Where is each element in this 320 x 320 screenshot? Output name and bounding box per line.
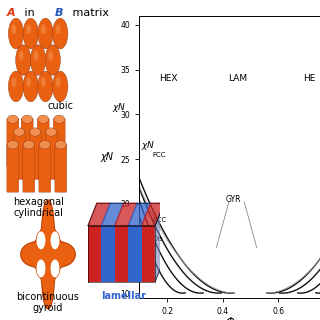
Circle shape xyxy=(51,231,60,249)
FancyBboxPatch shape xyxy=(39,144,51,192)
Text: in: in xyxy=(21,8,38,18)
FancyBboxPatch shape xyxy=(13,131,25,179)
Text: $\chi N$: $\chi N$ xyxy=(112,101,126,114)
Circle shape xyxy=(16,45,31,76)
Circle shape xyxy=(36,231,45,249)
FancyBboxPatch shape xyxy=(7,118,19,166)
Polygon shape xyxy=(155,203,164,282)
Circle shape xyxy=(23,18,38,49)
Text: hexagonal
cylindrical: hexagonal cylindrical xyxy=(13,197,64,218)
Circle shape xyxy=(12,77,16,87)
Ellipse shape xyxy=(14,128,25,136)
Bar xyxy=(115,226,128,282)
Circle shape xyxy=(26,77,31,87)
Y-axis label: χN: χN xyxy=(100,152,113,162)
Circle shape xyxy=(36,260,45,277)
Ellipse shape xyxy=(46,128,57,136)
Text: FCC: FCC xyxy=(153,152,166,157)
Ellipse shape xyxy=(54,115,65,123)
Text: $\chi N$: $\chi N$ xyxy=(141,139,155,152)
Text: LAM: LAM xyxy=(228,74,247,83)
Text: B: B xyxy=(54,8,63,18)
FancyBboxPatch shape xyxy=(29,131,41,179)
Circle shape xyxy=(23,71,38,102)
FancyBboxPatch shape xyxy=(23,144,35,192)
Text: GYR: GYR xyxy=(226,195,242,204)
Polygon shape xyxy=(128,203,151,226)
FancyBboxPatch shape xyxy=(21,118,33,166)
FancyBboxPatch shape xyxy=(37,118,49,166)
Text: BCC: BCC xyxy=(153,217,167,223)
Circle shape xyxy=(41,77,46,87)
FancyBboxPatch shape xyxy=(53,118,65,166)
Text: Dis: Dis xyxy=(153,236,164,243)
Ellipse shape xyxy=(7,141,18,149)
Ellipse shape xyxy=(22,115,33,123)
Text: HE: HE xyxy=(303,74,315,83)
Circle shape xyxy=(56,24,60,34)
Ellipse shape xyxy=(30,128,41,136)
Circle shape xyxy=(56,77,60,87)
Ellipse shape xyxy=(55,141,66,149)
Circle shape xyxy=(48,51,53,60)
Circle shape xyxy=(26,24,31,34)
Bar xyxy=(142,226,155,282)
Circle shape xyxy=(33,51,38,60)
Polygon shape xyxy=(88,203,110,226)
Text: HEX: HEX xyxy=(159,74,178,83)
FancyBboxPatch shape xyxy=(55,144,67,192)
Circle shape xyxy=(51,260,60,277)
Polygon shape xyxy=(115,203,137,226)
Text: A: A xyxy=(6,8,15,18)
Polygon shape xyxy=(21,200,75,309)
Ellipse shape xyxy=(39,141,50,149)
Circle shape xyxy=(19,51,24,60)
Polygon shape xyxy=(142,203,164,226)
Bar xyxy=(101,226,115,282)
Text: cubic: cubic xyxy=(48,101,74,111)
Circle shape xyxy=(41,24,46,34)
Circle shape xyxy=(52,71,68,102)
Circle shape xyxy=(38,71,53,102)
Bar xyxy=(88,226,101,282)
Circle shape xyxy=(12,24,16,34)
FancyBboxPatch shape xyxy=(45,131,57,179)
Ellipse shape xyxy=(38,115,49,123)
Text: bicontinuous
gyroid: bicontinuous gyroid xyxy=(17,292,79,314)
Circle shape xyxy=(52,18,68,49)
FancyBboxPatch shape xyxy=(7,144,19,192)
Ellipse shape xyxy=(23,141,34,149)
Circle shape xyxy=(8,71,24,102)
Circle shape xyxy=(38,18,53,49)
Circle shape xyxy=(8,18,24,49)
X-axis label: Φ: Φ xyxy=(225,317,234,320)
Text: lamellar: lamellar xyxy=(101,291,146,301)
Bar xyxy=(128,226,142,282)
Text: matrix: matrix xyxy=(69,8,109,18)
Polygon shape xyxy=(101,203,124,226)
Circle shape xyxy=(30,45,46,76)
Ellipse shape xyxy=(7,115,18,123)
Circle shape xyxy=(45,45,60,76)
